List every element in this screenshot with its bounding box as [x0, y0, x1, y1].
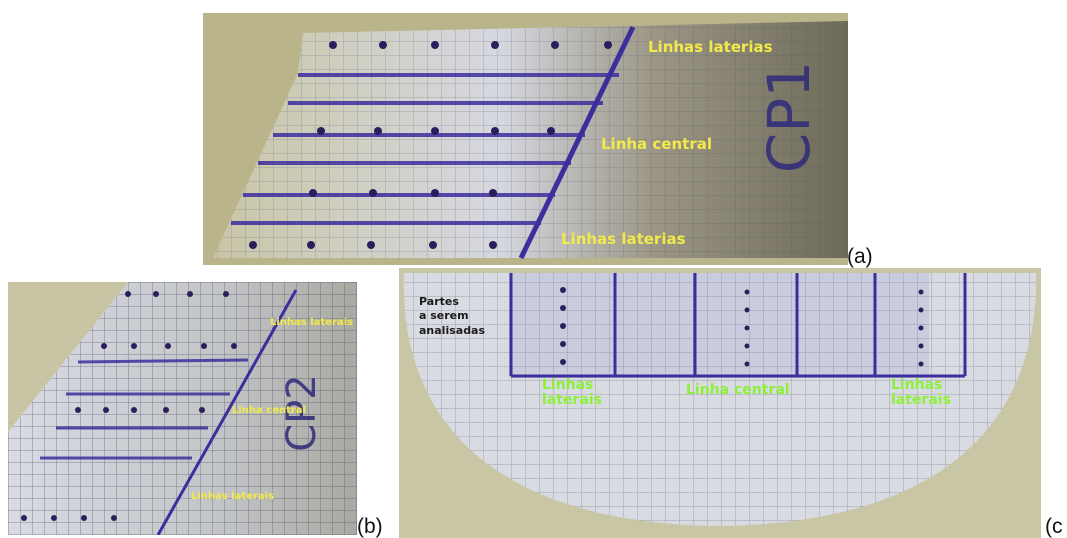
caption-b: (b): [357, 515, 383, 538]
specimen-halfdisc-image: [399, 268, 1041, 538]
label-lateral-right-line2: laterais: [891, 392, 951, 409]
label-lateral-lines-bottom: Linhas laterias: [561, 230, 686, 248]
specimen-cp2-image: [8, 282, 357, 535]
photo-panel-c: Partes a serem analisadas Linhas laterai…: [399, 268, 1041, 538]
caption-a: (a): [847, 245, 873, 268]
label-lateral-lines-right-c: Linhas laterais: [891, 377, 951, 409]
label-lateral-lines-top-b: Linhas laterais: [270, 317, 354, 328]
label-lateral-lines-left-c: Linhas laterais: [542, 377, 602, 409]
label-parts-line1: Partes: [419, 295, 459, 308]
caption-c: (c: [1045, 515, 1063, 538]
label-lateral-right-line1: Linhas: [891, 377, 943, 393]
specimen-cp1-image: [203, 13, 848, 265]
label-central-line-b: Linha central: [232, 405, 306, 416]
label-central-line: Linha central: [601, 135, 712, 153]
label-central-line-c: Linha central: [686, 382, 790, 398]
label-lateral-left-line1: Linhas: [542, 377, 594, 393]
label-parts-line2: a serem: [419, 309, 469, 323]
label-parts-line3: analisadas: [419, 323, 486, 337]
photo-panel-b: CP2 Linhas laterais Linha central Linhas…: [8, 282, 357, 535]
label-lateral-lines-bottom-b: Linhas laterais: [191, 491, 275, 502]
label-parts-to-analyze: Partes a serem analisadas: [419, 295, 485, 338]
photo-panel-a: CP1 Linhas laterias Linha central Linhas…: [203, 13, 848, 265]
specimen-code-cp1: CP1: [755, 60, 824, 174]
label-lateral-left-line2: laterais: [542, 392, 602, 409]
label-lateral-lines-top: Linhas laterias: [648, 38, 773, 56]
